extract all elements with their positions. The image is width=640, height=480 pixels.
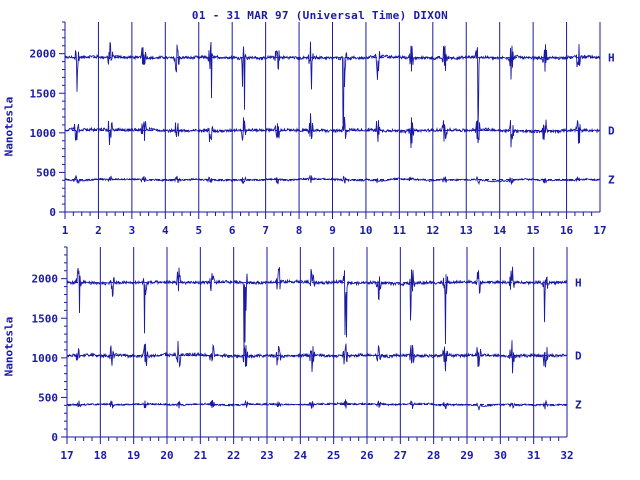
y-tick-label: 1500 [32,312,59,325]
series-h-trace [64,41,601,132]
y-tick-label: 1500 [30,87,57,100]
x-tick-label: 13 [460,224,473,237]
series-z-trace [64,174,601,186]
x-tick-label: 16 [560,224,574,237]
y-tick-label: 0 [49,206,56,219]
chart-title: 01 - 31 MAR 97 (Universal Time) DIXON [191,9,449,22]
series-label-h: H [608,52,615,65]
x-tick-label: 14 [493,224,507,237]
x-tick-label: 17 [60,449,73,462]
series-d-trace [64,113,601,149]
x-tick-label: 7 [262,224,269,237]
x-tick-label: 11 [393,224,407,237]
x-tick-label: 30 [494,449,507,462]
x-tick-label: 32 [560,449,573,462]
series-label-d: D [608,124,615,137]
x-tick-label: 20 [160,449,173,462]
series-label-h: H [575,277,582,290]
x-tick-label: 18 [94,449,107,462]
series-h-trace [66,266,568,356]
x-tick-label: 12 [426,224,439,237]
x-tick-label: 31 [527,449,541,462]
x-tick-label: 2 [95,224,102,237]
x-tick-label: 26 [360,449,374,462]
series-z-trace [66,399,568,411]
x-tick-label: 28 [427,449,440,462]
x-tick-label: 9 [329,224,336,237]
y-tick-label: 2000 [32,273,59,286]
x-tick-label: 3 [129,224,136,237]
x-tick-label: 24 [294,449,308,462]
x-tick-label: 22 [227,449,240,462]
y-tick-label: 500 [38,391,58,404]
y-tick-label: 0 [51,431,58,444]
series-d-trace [66,340,568,374]
x-tick-label: 17 [593,224,606,237]
series-label-z: Z [608,174,615,187]
x-tick-label: 19 [127,449,140,462]
series-label-z: Z [575,399,582,412]
x-tick-label: 8 [296,224,303,237]
x-tick-label: 6 [229,224,236,237]
x-tick-label: 4 [162,224,169,237]
x-tick-label: 10 [359,224,372,237]
x-tick-label: 29 [460,449,473,462]
x-tick-label: 1 [62,224,69,237]
x-tick-label: 21 [194,449,208,462]
y-tick-label: 500 [36,166,56,179]
x-tick-label: 15 [527,224,540,237]
y-tick-label: 1000 [32,352,59,365]
y-tick-label: 1000 [30,127,57,140]
x-tick-label: 27 [394,449,407,462]
y-tick-label: 2000 [30,48,57,61]
series-label-d: D [575,349,582,362]
x-tick-label: 23 [260,449,273,462]
x-tick-label: 25 [327,449,340,462]
x-tick-label: 5 [195,224,202,237]
